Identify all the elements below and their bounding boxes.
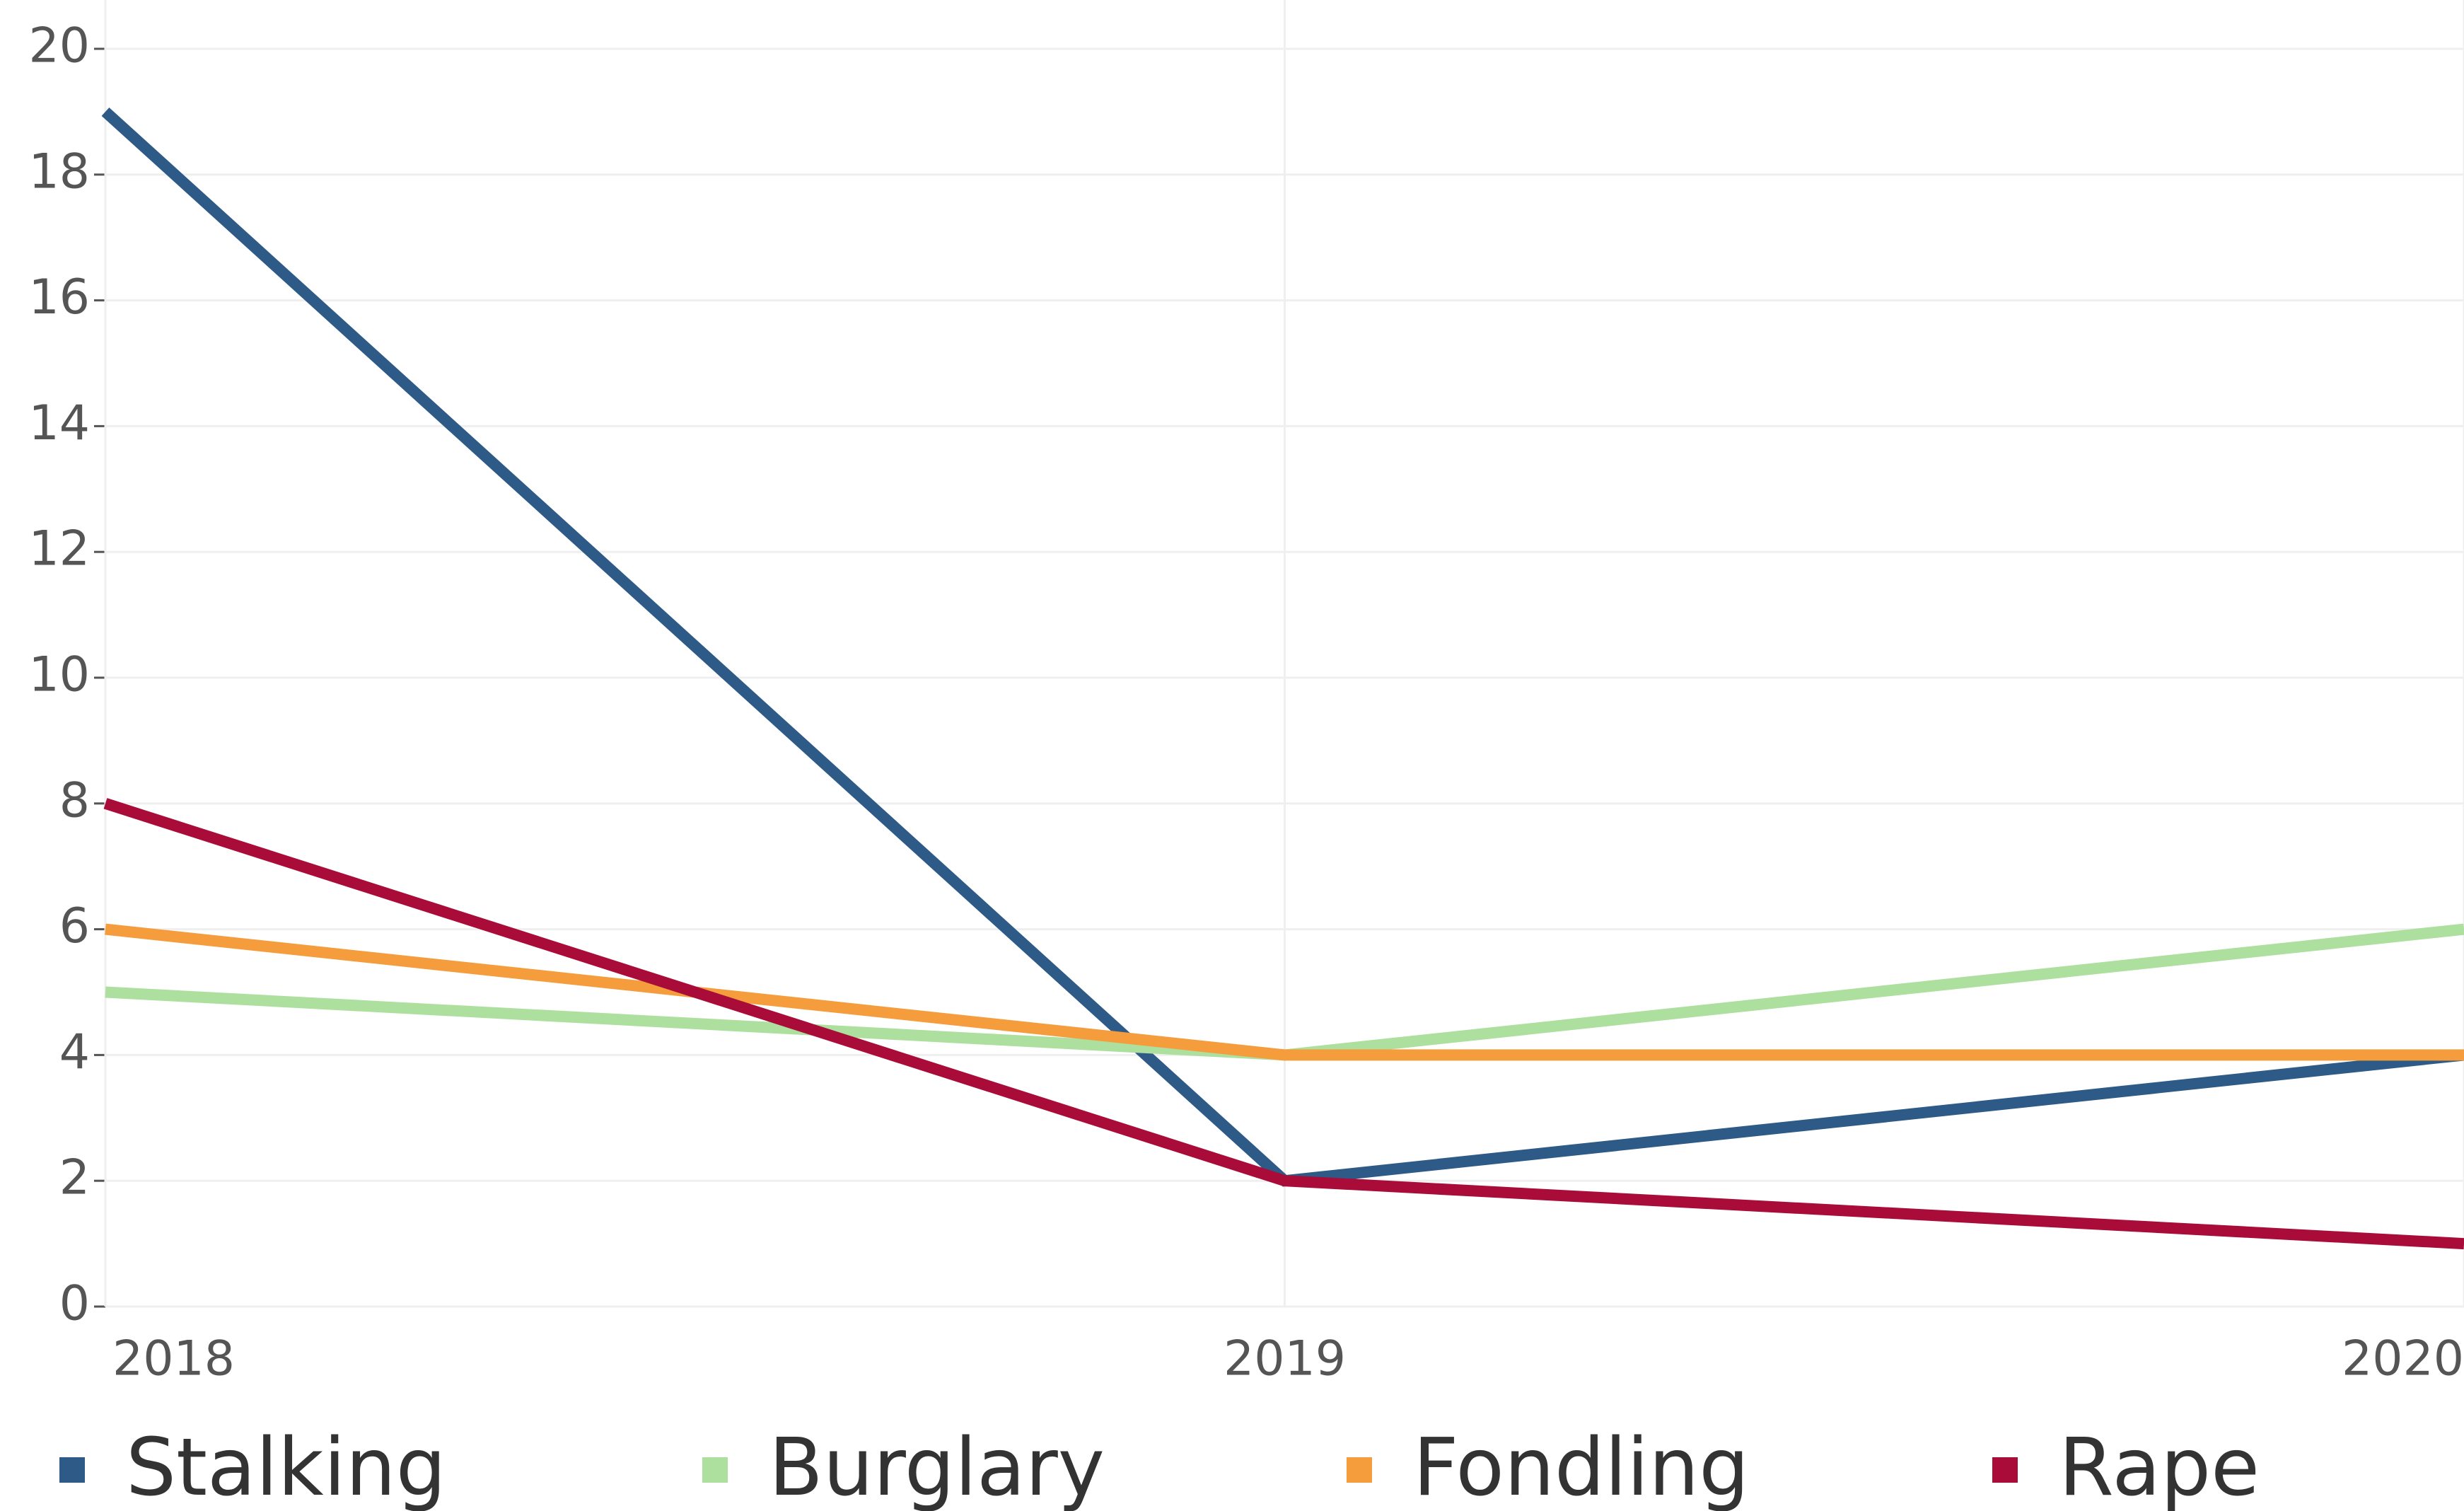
y-tick-label: 2	[59, 1150, 90, 1206]
legend-label: Rape	[2059, 1422, 2260, 1511]
x-tick-label: 2019	[1224, 1331, 1346, 1387]
x-tick-label: 2020	[2342, 1331, 2464, 1387]
y-tick-label: 14	[28, 395, 90, 451]
y-tick-label: 16	[28, 270, 90, 325]
legend-swatch	[702, 1457, 728, 1483]
y-tick-label: 8	[59, 772, 90, 828]
legend-swatch	[1347, 1457, 1372, 1483]
legend-label: Fondling	[1413, 1422, 1749, 1511]
series-line	[103, 798, 2464, 1250]
legend-swatch	[59, 1457, 85, 1483]
legend-swatch	[1992, 1457, 2018, 1483]
legend-label: Stalking	[126, 1422, 446, 1511]
y-tick-label: 20	[28, 18, 90, 74]
y-tick-label: 0	[59, 1276, 90, 1332]
y-tick-label: 10	[28, 647, 90, 703]
legend-label: Burglary	[769, 1422, 1105, 1511]
series-line	[105, 923, 2464, 1061]
x-tick-label: 2018	[112, 1331, 235, 1387]
y-tick-label: 18	[28, 144, 90, 199]
y-tick-label: 6	[59, 898, 90, 954]
y-tick-label: 12	[28, 521, 90, 577]
y-tick-label: 4	[59, 1024, 90, 1080]
